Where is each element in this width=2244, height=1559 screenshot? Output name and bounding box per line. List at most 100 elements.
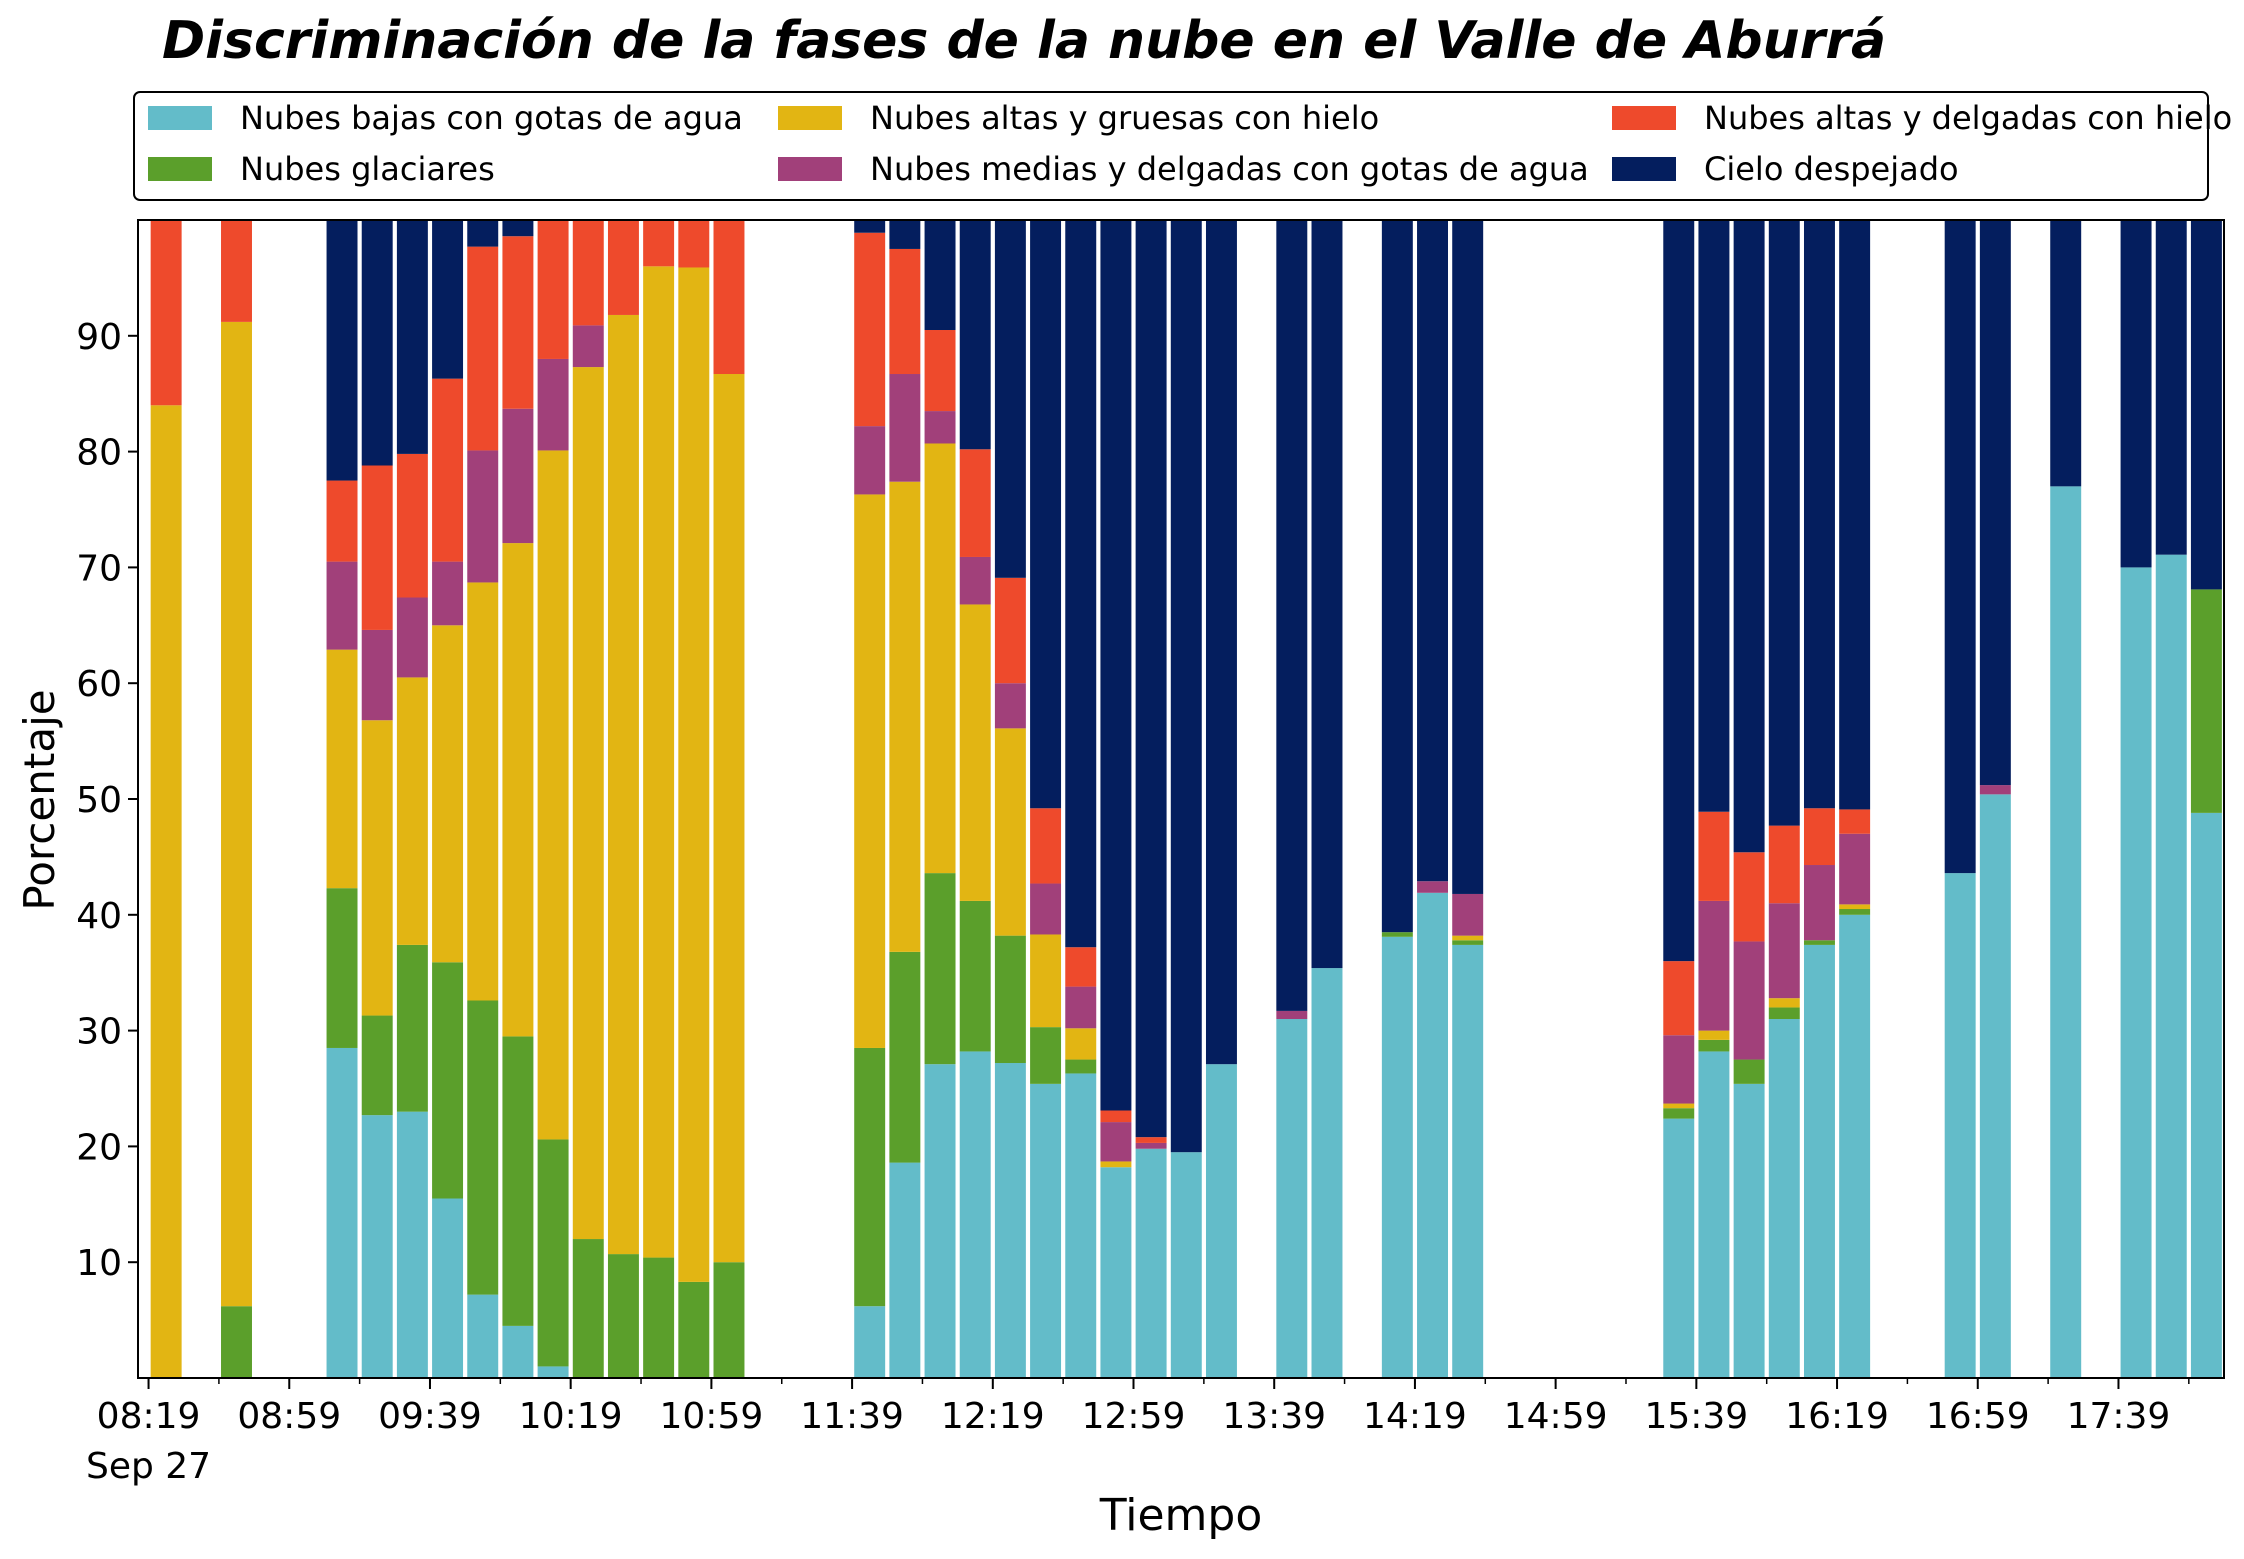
bar-segment xyxy=(572,367,604,1240)
bar-segment xyxy=(607,220,639,315)
bar-segment xyxy=(1768,1019,1800,1378)
bar-segment xyxy=(2120,567,2152,1378)
bar-segment xyxy=(1663,1118,1695,1378)
bar-segment xyxy=(326,1047,358,1378)
bar-segment xyxy=(326,220,358,481)
bar-segment xyxy=(361,1115,393,1378)
bar-segment xyxy=(959,220,991,450)
y-axis: 10 20 30 40 50 60 70 80 90 xyxy=(76,317,138,1284)
bar-segment xyxy=(854,426,886,495)
bar-segment xyxy=(607,314,639,1255)
legend-swatch xyxy=(148,157,212,181)
bar-segment xyxy=(432,220,464,379)
x-tick-label: 08:19 xyxy=(97,1396,201,1437)
bar-segment xyxy=(1733,941,1765,1060)
bar-segment xyxy=(1381,932,1413,937)
bar-segment xyxy=(361,720,393,1016)
bar-segment xyxy=(572,325,604,368)
bar-segment xyxy=(1698,1030,1730,1040)
x-axis: 08:19 08:59 09:39 10:19 10:59 11:39 12:19 12:59… xyxy=(86,1378,2190,1487)
bar-segment xyxy=(1452,940,1484,945)
bar-segment xyxy=(889,951,921,1163)
bar-segment xyxy=(678,1281,710,1378)
bar-segment xyxy=(994,220,1026,578)
bar-segment xyxy=(1170,1152,1202,1378)
bar-segment xyxy=(1100,1122,1132,1162)
bar-segment xyxy=(150,405,182,1378)
bar-segment xyxy=(1100,1167,1132,1378)
bar-segment xyxy=(537,1366,569,1378)
x-tick-label: 16:19 xyxy=(1785,1396,1889,1437)
bar-segment xyxy=(1839,914,1871,1378)
bar-segment xyxy=(854,220,886,233)
bar-segment xyxy=(1698,220,1730,812)
bar-segment xyxy=(467,1000,499,1295)
bar-segment xyxy=(1452,220,1484,894)
bar-segment xyxy=(1698,900,1730,1031)
bar-segment xyxy=(1698,1051,1730,1378)
bar-segment xyxy=(1030,883,1062,935)
y-tick-label: 60 xyxy=(76,664,122,705)
bar-segment xyxy=(713,220,745,375)
bar-segment xyxy=(889,248,921,375)
legend-label: Nubes medias y delgadas con gotas de agu… xyxy=(870,150,1589,188)
y-tick-label: 10 xyxy=(76,1243,122,1284)
bar-segment xyxy=(924,873,956,1065)
bar-segment xyxy=(2190,812,2222,1378)
bar-segment xyxy=(502,1036,534,1326)
bar-segment xyxy=(1030,1027,1062,1084)
legend-swatch xyxy=(1612,106,1676,130)
bar-segment xyxy=(1803,944,1835,1378)
bar-segment xyxy=(994,935,1026,1064)
bar-segment xyxy=(959,1051,991,1378)
bars-group xyxy=(150,220,2222,1379)
bar-segment xyxy=(2190,589,2222,813)
bar-segment xyxy=(1944,220,1976,874)
bar-segment xyxy=(1135,1148,1167,1378)
bar-segment xyxy=(502,236,534,409)
bar-segment xyxy=(396,597,428,678)
legend-label: Cielo despejado xyxy=(1704,150,1959,188)
bar-segment xyxy=(502,220,534,237)
bar-segment xyxy=(1065,220,1097,948)
bar-segment xyxy=(854,232,886,427)
chart-title: Discriminación de la fases de la nube en… xyxy=(162,11,1886,71)
bar-segment xyxy=(1030,808,1062,884)
bar-segment xyxy=(572,1239,604,1378)
bar-segment xyxy=(1452,944,1484,1378)
bar-segment xyxy=(1979,785,2011,795)
bar-segment xyxy=(643,220,675,267)
bar-segment xyxy=(1839,220,1871,810)
x-tick-label: 10:59 xyxy=(660,1396,764,1437)
bar-segment xyxy=(1663,220,1695,962)
bar-segment xyxy=(1733,220,1765,853)
x-date-label: Sep 27 xyxy=(86,1446,211,1487)
legend-label: Nubes altas y delgadas con hielo xyxy=(1704,99,2232,137)
bar-segment xyxy=(1065,1073,1097,1378)
bar-segment xyxy=(994,577,1026,684)
bar-segment xyxy=(1839,904,1871,910)
bar-segment xyxy=(959,604,991,901)
legend-swatch xyxy=(1612,157,1676,181)
x-tick-label: 11:39 xyxy=(800,1396,904,1437)
bar-segment xyxy=(467,582,499,1001)
bar-segment xyxy=(1768,998,1800,1008)
bar-segment xyxy=(326,649,358,889)
legend-swatch xyxy=(778,157,842,181)
bar-segment xyxy=(713,1262,745,1378)
bar-segment xyxy=(1417,892,1448,1378)
y-tick-label: 40 xyxy=(76,896,122,937)
bar-segment xyxy=(1768,1007,1800,1020)
bar-segment xyxy=(1663,961,1695,1036)
bar-segment xyxy=(1381,936,1413,1378)
bar-segment xyxy=(889,374,921,482)
y-tick-label: 20 xyxy=(76,1127,122,1168)
bar-segment xyxy=(1979,220,2011,786)
bar-segment xyxy=(678,220,710,268)
bar-segment xyxy=(150,220,182,406)
x-tick-label: 09:39 xyxy=(378,1396,482,1437)
bar-segment xyxy=(361,465,393,630)
bar-segment xyxy=(1839,833,1871,905)
bar-segment xyxy=(221,220,252,322)
bar-segment xyxy=(432,378,464,562)
